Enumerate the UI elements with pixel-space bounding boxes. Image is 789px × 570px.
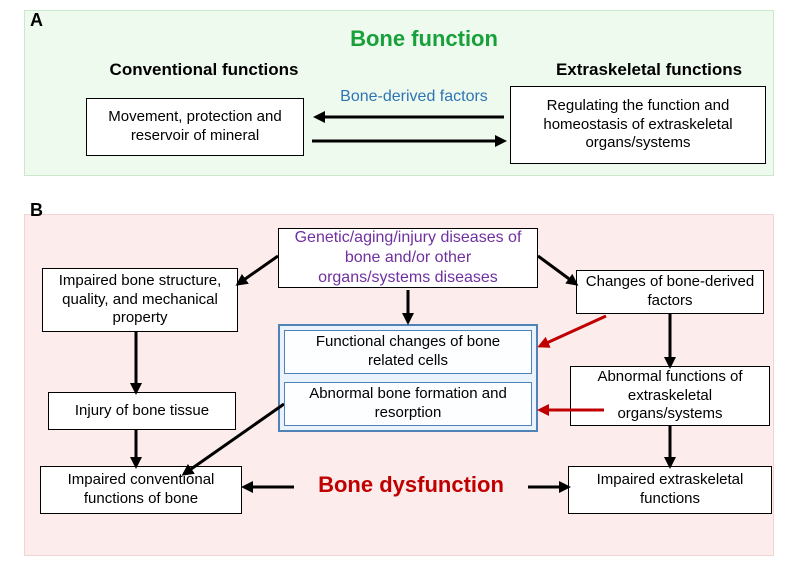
panel-b-mid2-box: Abnormal bone formation and resorption [284, 382, 532, 426]
arrows-layer [0, 0, 789, 570]
panel-b-mid1-box: Functional changes of bone related cells [284, 330, 532, 374]
figure-stage: A B Bone function Conventional functions… [0, 0, 789, 570]
